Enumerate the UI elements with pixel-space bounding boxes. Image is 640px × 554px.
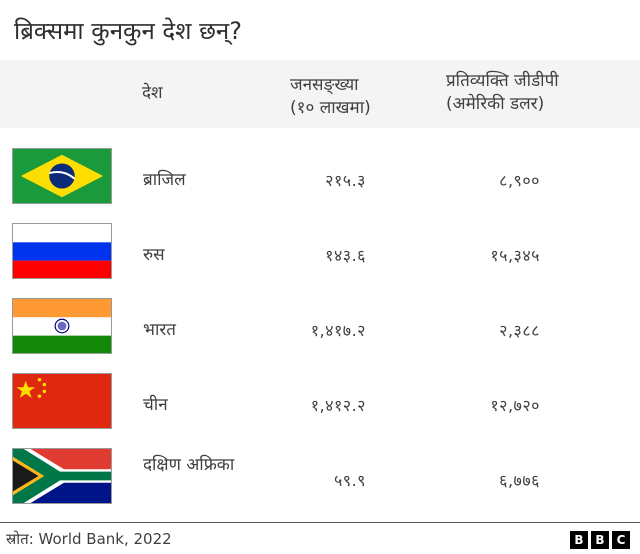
gdp-value: १२,७२० bbox=[490, 396, 540, 415]
russia-flag-icon bbox=[12, 223, 112, 279]
gdp-value: ८,९०० bbox=[499, 171, 540, 190]
india-flag-icon bbox=[12, 298, 112, 354]
gdp-value: १५,३४५ bbox=[490, 246, 540, 265]
brazil-flag-icon bbox=[12, 148, 112, 204]
column-header-gdp: प्रतिव्यक्ति जीडीपी (अमेरिकी डलर) bbox=[446, 70, 559, 116]
page-title: ब्रिक्समा कुनकुन देश छन्? bbox=[14, 17, 242, 45]
population-value: २१५.३ bbox=[325, 171, 366, 190]
source-note: स्रोत: World Bank, 2022 bbox=[6, 530, 172, 548]
country-name: चीन bbox=[143, 395, 168, 415]
country-name: भारत bbox=[143, 320, 176, 340]
country-name: दक्षिण अफ्रिका bbox=[143, 455, 235, 475]
column-header-population-line1: जनसङ्ख्या bbox=[290, 75, 359, 95]
south-africa-flag-icon bbox=[12, 448, 112, 504]
table-row: भारत १,४१७.२ २,३८८ bbox=[0, 298, 640, 356]
bbc-logo-letter: C bbox=[612, 531, 630, 549]
bbc-logo: B B C bbox=[570, 531, 630, 549]
gdp-value: ६,७७६ bbox=[499, 471, 540, 490]
population-value: १,४१७.२ bbox=[310, 321, 366, 340]
column-header-gdp-line2: (अमेरिकी डलर) bbox=[446, 94, 545, 114]
gdp-value: २,३८८ bbox=[499, 321, 540, 340]
china-flag-icon bbox=[12, 373, 112, 429]
table-row: रुस १४३.६ १५,३४५ bbox=[0, 223, 640, 281]
bbc-logo-letter: B bbox=[591, 531, 609, 549]
column-header-gdp-line1: प्रतिव्यक्ति जीडीपी bbox=[446, 71, 559, 91]
country-name: रुस bbox=[143, 245, 165, 265]
table-header-band bbox=[0, 60, 640, 128]
column-header-population-line2: (१० लाखमा) bbox=[290, 98, 371, 118]
country-name: ब्राजिल bbox=[143, 170, 186, 190]
population-value: १४३.६ bbox=[325, 246, 366, 265]
population-value: ५९.९ bbox=[333, 471, 366, 490]
footer-divider bbox=[0, 522, 640, 523]
population-value: १,४१२.२ bbox=[310, 396, 366, 415]
bbc-logo-letter: B bbox=[570, 531, 588, 549]
column-header-country: देश bbox=[142, 83, 163, 103]
table-row: ब्राजिल २१५.३ ८,९०० bbox=[0, 148, 640, 206]
column-header-population: जनसङ्ख्या (१० लाखमा) bbox=[290, 74, 371, 120]
table-row: चीन १,४१२.२ १२,७२० bbox=[0, 373, 640, 431]
table-row: दक्षिण अफ्रिका ५९.९ ६,७७६ bbox=[0, 448, 640, 506]
